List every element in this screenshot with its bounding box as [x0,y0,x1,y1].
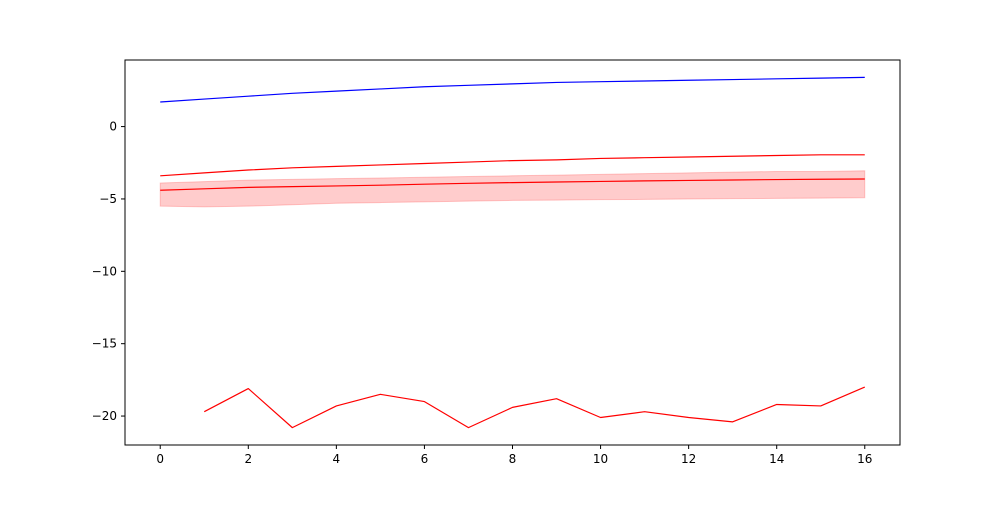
series-line-1 [160,76,865,103]
bands-layer [159,170,866,208]
x-tick-label: 4 [333,452,341,466]
series-line-3 [160,178,865,191]
series-line-4 [203,386,866,429]
y-tick-label: −15 [92,337,117,351]
x-tick-label: 12 [681,452,696,466]
y-tick-label: −5 [99,192,117,206]
x-tick-label: 16 [857,452,872,466]
series-layer [160,76,866,429]
x-tick-label: 0 [156,452,164,466]
x-tick-label: 14 [769,452,784,466]
x-tick-label: 6 [421,452,429,466]
y-tick-label: −10 [92,264,117,278]
x-tick-label: 2 [244,452,252,466]
x-axis: 0 2 4 6 8 10 12 14 16 [156,445,872,466]
x-tick-label: 10 [593,452,608,466]
x-tick-label: 8 [509,452,517,466]
y-tick-label: 0 [109,120,117,134]
y-axis: 0 −5 −10 −15 −20 [92,120,125,423]
y-tick-label: −20 [92,409,117,423]
confidence-band-1 [159,170,866,208]
series-line-2 [160,154,865,177]
